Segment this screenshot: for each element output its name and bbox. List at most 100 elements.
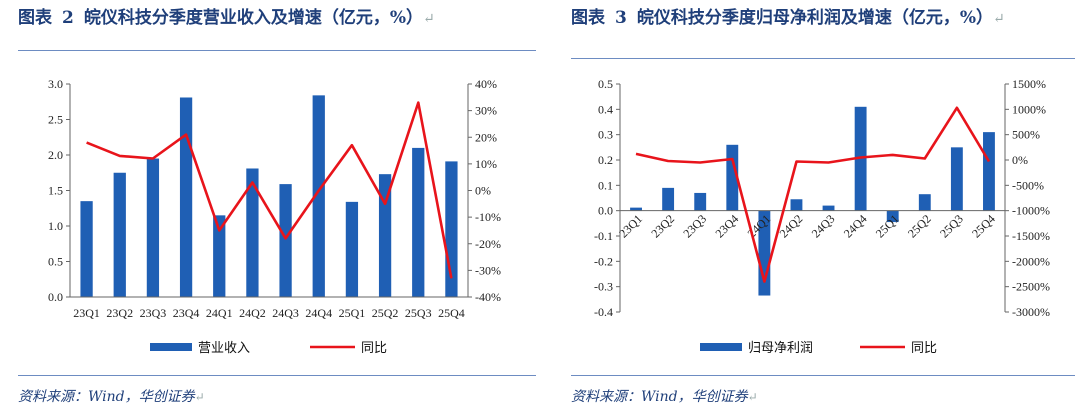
category-label: 23Q3 — [680, 212, 709, 241]
left-tick-label: 2.0 — [48, 148, 63, 162]
left-tick-label: 0.0 — [48, 290, 63, 304]
bar — [758, 210, 771, 296]
figure-title-text: 皖仪科技分季度营业收入及增速（亿元，%） — [83, 8, 423, 28]
category-label: 24Q3 — [809, 212, 838, 241]
bar — [412, 147, 425, 297]
category-label: 25Q2 — [905, 212, 934, 241]
right-tick-label: 40% — [475, 77, 497, 91]
bar — [983, 132, 995, 211]
right-tick-label: 500% — [1012, 128, 1040, 142]
figure-title: 图表 2 皖仪科技分季度营业收入及增速（亿元，%）↵ — [18, 4, 538, 33]
figure-2: 图表 2 皖仪科技分季度营业收入及增速（亿元，%） ↵ 0.0 0.5 1.0 1.5 2.0… — [18, 4, 538, 406]
left-tick-label: 0.5 — [48, 255, 63, 269]
yoy-line — [86, 101, 453, 279]
category-label: 23Q2 — [648, 212, 677, 241]
figure-3: 图表 3 皖仪科技分季度归母净利润及增速（亿元，%）↵ -0.4 -0.3 -0.2 -0… — [565, 0, 1080, 417]
category-label: 25Q3 — [937, 212, 966, 241]
revenue-chart: 0.0 0.5 1.0 1.5 2.0 2.5 3.0 -40% -30% -20% -10% 0% 1… — [48, 77, 501, 356]
figure-title-text: 皖仪科技分季度归母净利润及增速（亿元，%） — [636, 8, 993, 28]
category-label: 23Q4 — [173, 306, 200, 320]
return-mark-icon: ↵ — [194, 390, 205, 404]
bar — [179, 97, 193, 297]
bar — [213, 215, 226, 297]
legend-line-label: 同比 — [361, 341, 387, 356]
left-tick-label: 0.0 — [598, 204, 613, 218]
yoy-line — [635, 106, 991, 283]
left-tick-label: 0.4 — [598, 102, 613, 116]
legend: 归母净利润 同比 — [700, 341, 937, 356]
source-divider — [18, 375, 536, 376]
right-tick-label: -20% — [475, 237, 501, 251]
left-tick-label: -0.1 — [594, 229, 613, 243]
legend: 营业收入 同比 — [150, 341, 387, 356]
right-tick-label: -10% — [475, 210, 501, 224]
source-note: 资料来源：Wind，华创证券↵ — [18, 386, 205, 406]
net-profit-chart: -0.4 -0.3 -0.2 -0.1 0.0 0.1 0.2 0.3 0.4 0.5 -3000%… — [594, 77, 1050, 356]
right-tick-label: 1000% — [1012, 102, 1046, 116]
legend-bar-swatch — [150, 343, 192, 351]
right-tick-label: 0% — [475, 184, 491, 198]
left-tick-label: 1.0 — [48, 219, 63, 233]
bar — [80, 201, 93, 297]
category-label: 23Q4 — [712, 212, 741, 241]
bar — [950, 147, 963, 211]
right-tick-label: -1500% — [1012, 229, 1050, 243]
legend-bar-swatch — [700, 343, 742, 351]
figure-number: 3 — [615, 8, 627, 28]
bar — [822, 205, 835, 211]
category-label: 25Q3 — [405, 306, 432, 320]
left-tick-label: 2.5 — [48, 113, 63, 127]
source-divider — [571, 375, 1075, 376]
bar — [279, 184, 292, 297]
legend-line-label: 同比 — [911, 341, 937, 356]
right-tick-label: 10% — [475, 157, 497, 171]
right-tick-label: -30% — [475, 263, 501, 277]
right-tick-label: -2000% — [1012, 254, 1050, 268]
return-mark-icon: ↵ — [747, 390, 758, 404]
bar — [113, 172, 126, 297]
source-note: 资料来源：Wind，华创证券↵ — [571, 386, 758, 406]
right-tick-label: 0% — [1012, 153, 1028, 167]
bar — [790, 199, 803, 211]
left-tick-label: 0.3 — [598, 128, 613, 142]
right-tick-label: 1500% — [1012, 77, 1046, 91]
category-label: 24Q4 — [305, 306, 332, 320]
category-label: 24Q1 — [206, 306, 233, 320]
right-tick-label: 20% — [475, 130, 497, 144]
bar — [630, 207, 642, 211]
bar — [312, 95, 325, 297]
source-text: 资料来源：Wind，华创证券 — [18, 389, 195, 405]
figure-label: 图表 — [18, 8, 52, 28]
bar — [918, 194, 931, 211]
legend-bar-label: 营业收入 — [198, 341, 250, 356]
category-label: 25Q1 — [339, 306, 366, 320]
category-label: 24Q4 — [841, 212, 870, 241]
bar — [146, 158, 160, 297]
category-label: 23Q3 — [140, 306, 167, 320]
category-label: 24Q3 — [272, 306, 299, 320]
bar — [662, 187, 675, 211]
right-tick-label: -40% — [475, 290, 501, 304]
left-tick-label: 1.5 — [48, 184, 63, 198]
left-tick-label: -0.3 — [594, 280, 613, 294]
left-tick-label: -0.2 — [594, 254, 613, 268]
category-label: 25Q2 — [372, 306, 399, 320]
figure-label: 图表 — [571, 8, 605, 28]
bar — [694, 192, 707, 211]
category-label: 23Q1 — [616, 212, 645, 241]
left-tick-label: 3.0 — [48, 77, 63, 91]
right-tick-label: -500% — [1012, 178, 1044, 192]
bar — [246, 168, 259, 297]
category-label: 23Q1 — [73, 306, 100, 320]
left-tick-label: 0.5 — [598, 77, 613, 91]
bar — [378, 174, 392, 297]
category-label: 25Q4 — [438, 306, 465, 320]
right-tick-label: -2500% — [1012, 280, 1050, 294]
figure-number: 2 — [62, 8, 74, 28]
left-tick-label: 0.1 — [598, 178, 613, 192]
return-mark-icon: ↵ — [993, 11, 1005, 27]
title-divider — [18, 50, 536, 51]
category-label: 23Q2 — [106, 306, 133, 320]
source-text: 资料来源：Wind，华创证券 — [571, 389, 748, 405]
left-tick-label: -0.4 — [594, 305, 613, 319]
